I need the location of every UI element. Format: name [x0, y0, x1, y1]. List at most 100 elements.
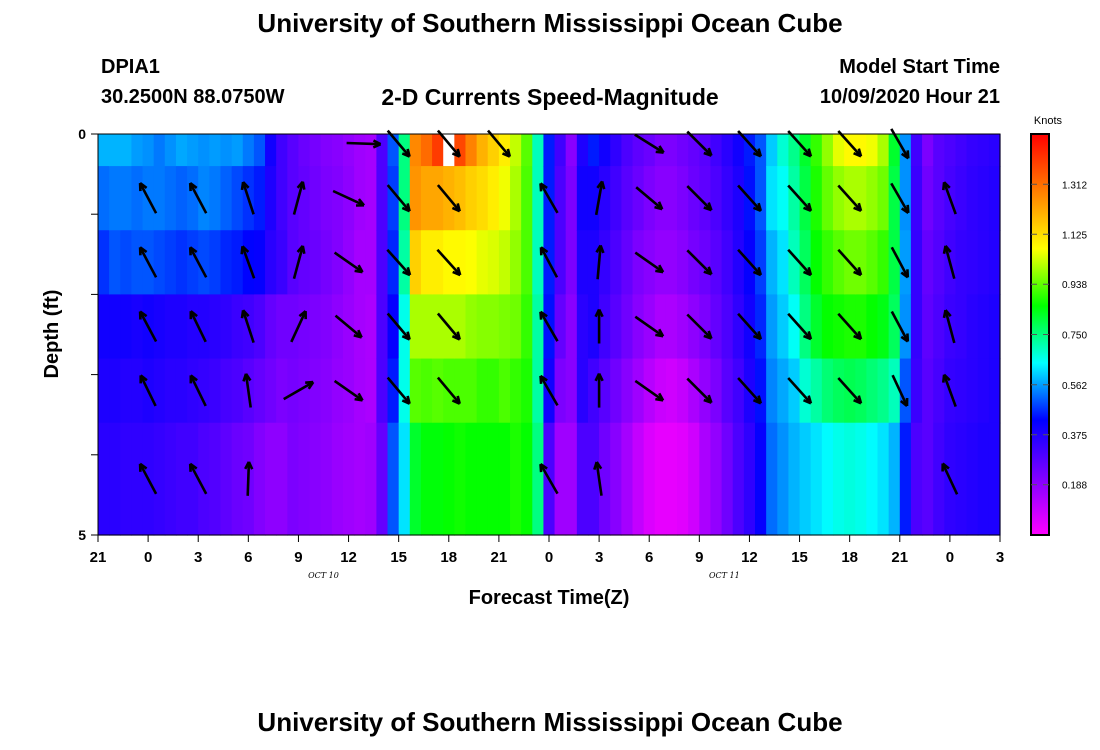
heatmap-cell	[153, 294, 166, 360]
current-arrow	[787, 184, 813, 213]
heatmap-cell	[732, 134, 745, 167]
heatmap-cell	[855, 294, 867, 360]
heatmap-cell	[777, 358, 790, 424]
current-arrow	[240, 181, 255, 215]
heatmap-cell	[164, 166, 177, 231]
current-arrow	[139, 374, 157, 407]
heatmap-cell	[599, 422, 611, 536]
heatmap-cell	[187, 294, 199, 360]
heatmap-cell	[98, 230, 110, 295]
heatmap-cell	[98, 358, 110, 424]
heatmap-cell	[454, 134, 467, 167]
heatmap-cell	[298, 294, 311, 360]
heatmap-cell	[209, 134, 222, 167]
heatmap-cell	[810, 230, 823, 295]
heatmap-cell	[677, 422, 689, 536]
heatmap-cell	[966, 230, 979, 295]
colorbar-tick-label: 1.125	[1062, 230, 1087, 241]
heatmap-cell	[810, 422, 823, 536]
current-arrow	[634, 251, 665, 274]
heatmap-cell	[476, 358, 489, 424]
current-arrow	[386, 312, 411, 341]
heatmap-cell	[510, 358, 522, 424]
heatmap-cell	[276, 166, 288, 231]
heatmap-cell	[855, 358, 867, 424]
heatmap-cell	[432, 294, 444, 360]
colorbar-tick-label: 0.375	[1062, 431, 1087, 442]
heatmap-cell	[665, 230, 678, 295]
heatmap-cell	[610, 294, 622, 360]
heatmap-cell	[320, 358, 333, 424]
x-axis: 21 0 3 6 9 12 15 18 21 0 3 6 9 12 15 18 21 0 3 OCT 10 OCT 11	[90, 535, 1004, 580]
heatmap-cell	[298, 358, 311, 424]
current-arrow	[539, 374, 559, 407]
heatmap-cell	[120, 166, 133, 231]
heatmap-cell	[888, 422, 901, 536]
heatmap-cell	[209, 294, 222, 360]
heatmap-cell	[476, 134, 489, 167]
heatmap-cell	[354, 358, 366, 424]
current-arrow	[686, 249, 713, 276]
heatmap-cell	[365, 166, 377, 231]
current-arrow	[890, 182, 910, 214]
heatmap-cell	[265, 230, 277, 295]
current-arrow	[386, 248, 412, 277]
heatmap-cell	[142, 134, 155, 167]
heatmap-cell	[231, 134, 244, 167]
heatmap-cell	[699, 230, 712, 295]
current-arrow	[634, 379, 665, 402]
current-arrow	[595, 244, 605, 280]
heatmap-cell	[376, 230, 389, 295]
heatmap-cell	[788, 422, 801, 536]
heatmap-cell	[287, 166, 300, 231]
chart-title: 2-D Currents Speed-Magnitude	[381, 84, 719, 110]
heatmap-cell	[465, 166, 478, 231]
current-arrow	[686, 130, 713, 157]
heatmap-cell	[476, 230, 489, 295]
heatmap-cell	[933, 166, 945, 231]
heatmap-cell	[153, 422, 166, 536]
current-arrow	[837, 248, 863, 277]
heatmap-cell	[420, 166, 433, 231]
current-arrow	[189, 374, 207, 407]
heatmap-cell	[832, 422, 845, 536]
heatmap-cell	[253, 166, 266, 231]
heatmap-cell	[532, 230, 545, 295]
current-arrow	[634, 133, 665, 154]
heatmap-cell	[610, 134, 622, 167]
heatmap-cell	[432, 134, 444, 167]
heatmap-cell	[409, 134, 422, 167]
current-arrow	[837, 312, 863, 341]
heatmap-cell	[131, 294, 144, 360]
heatmap-cell	[354, 230, 366, 295]
heatmap-cell	[498, 294, 511, 360]
heatmap-cell	[721, 358, 734, 424]
heatmap-cell	[376, 358, 389, 424]
current-arrow	[539, 182, 559, 214]
heatmap-cell	[532, 358, 545, 424]
heatmap-cell	[810, 134, 823, 167]
x-tick-label: 15	[390, 549, 407, 566]
current-arrow	[737, 377, 763, 405]
heatmap-cell	[120, 230, 133, 295]
heatmap-cell	[832, 134, 845, 167]
heatmap-cell	[587, 294, 600, 360]
heatmap-cell	[821, 422, 834, 536]
current-arrow	[635, 186, 664, 211]
heatmap-cell	[198, 134, 210, 167]
colorbar-tick-label: 0.750	[1062, 331, 1087, 342]
heatmap-cell	[587, 166, 600, 231]
heatmap-cell	[877, 294, 890, 360]
current-arrow	[941, 462, 959, 495]
heatmap-cell	[532, 134, 545, 167]
x-tick-label: 9	[294, 549, 302, 566]
heatmap-cell	[710, 230, 723, 295]
current-arrow	[290, 310, 307, 343]
heatmap-cell	[287, 422, 300, 536]
current-arrow	[539, 310, 559, 342]
heatmap-cell	[821, 134, 834, 167]
heatmap-cell	[743, 134, 756, 167]
heatmap-cell	[877, 422, 890, 536]
heatmap-cell	[910, 166, 923, 231]
current-arrow	[787, 377, 813, 405]
